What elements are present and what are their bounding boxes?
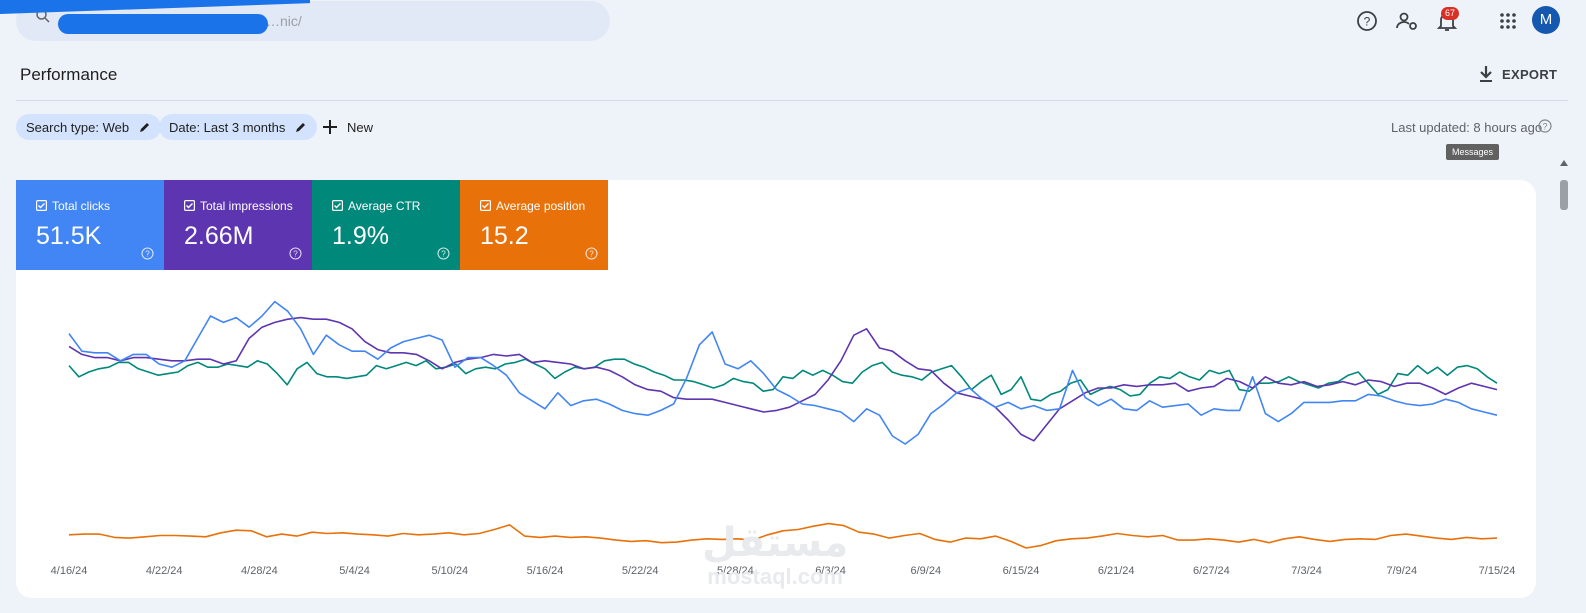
x-tick-label: 5/22/24 [621,565,659,577]
x-tick-label: 5/10/24 [431,565,469,577]
metric-value: 51.5K [36,222,102,250]
help-icon[interactable]: ? [585,247,598,260]
chip-label: Date: Last 3 months [169,119,286,135]
edit-icon[interactable] [139,121,151,133]
x-tick-label: 6/3/24 [815,565,846,577]
svg-text:?: ? [1364,15,1371,29]
x-tick-label: 4/22/24 [145,565,183,577]
x-tick-label: 6/9/24 [910,565,942,577]
help-icon[interactable]: ? [289,247,302,260]
metric-tile[interactable]: Average position 15.2? [460,180,608,270]
checkbox-icon[interactable] [184,200,195,211]
x-tick-label: 7/9/24 [1386,565,1418,577]
apps-grid-icon[interactable] [1496,9,1520,33]
download-icon [1480,66,1492,82]
metric-label: Average position [496,199,586,213]
page-title: Performance [20,65,118,84]
svg-text:?: ? [441,250,446,259]
x-tick-label: 6/21/24 [1097,565,1135,577]
metric-value: 1.9% [332,222,389,250]
x-tick-label: 6/27/24 [1193,565,1230,577]
help-icon[interactable]: ? [141,247,154,260]
help-icon[interactable]: ? [1538,119,1552,133]
help-icon[interactable]: ? [1355,9,1379,33]
x-tick-label: 5/4/24 [339,565,370,577]
x-tick-label: 4/28/24 [241,565,278,577]
search-input[interactable]: …nic/ [266,13,302,29]
redaction-mark [58,14,268,34]
svg-text:?: ? [1542,122,1547,132]
tooltip: Messages [1446,144,1500,160]
export-label: EXPORT [1502,66,1558,82]
help-icon[interactable]: ? [437,247,450,260]
x-tick-label: 4/16/24 [50,565,88,577]
search-type-filter-chip[interactable]: Search type: Web [16,114,162,140]
metric-tile[interactable]: Total impressions 2.66M? [164,180,312,270]
new-filter-label: New [347,119,374,135]
metric-value: 15.2 [480,222,529,250]
edit-icon[interactable] [295,121,307,133]
svg-text:?: ? [145,250,150,259]
x-tick-label: 5/28/24 [717,565,754,577]
chip-label: Search type: Web [26,119,130,135]
metric-tile[interactable]: Total clicks 51.5K? [16,180,164,270]
svg-text:?: ? [293,250,298,259]
notification-badge: 67 [1441,7,1460,20]
x-tick-label: 5/16/24 [526,565,564,577]
metric-value: 2.66M [184,222,254,250]
add-icon [323,120,337,134]
x-tick-label: 7/15/24 [1478,565,1516,577]
checkbox-icon[interactable] [332,200,343,211]
x-tick-label: 6/15/24 [1002,565,1040,577]
metric-label: Total clicks [52,199,111,213]
header-divider [16,100,1568,101]
x-tick-label: 7/3/24 [1291,565,1322,577]
new-filter-button[interactable]: New [323,114,373,140]
scrollbar[interactable] [1560,158,1568,210]
last-updated-text: Last updated: 8 hours ago [1391,120,1543,135]
metric-label: Total impressions [200,199,293,213]
admin-icon[interactable] [1395,9,1419,33]
metric-label: Average CTR [348,199,421,213]
svg-text:?: ? [589,250,594,259]
checkbox-icon[interactable] [480,200,491,211]
performance-card: Total clicks 51.5K? Total impressions 2.66M… [16,180,1536,598]
metric-tile[interactable]: Average CTR 1.9%? [312,180,460,270]
avatar[interactable]: M [1532,6,1560,34]
date-filter-chip[interactable]: Date: Last 3 months [159,114,318,140]
checkbox-icon[interactable] [36,200,47,211]
export-button[interactable]: EXPORT [1478,63,1557,85]
